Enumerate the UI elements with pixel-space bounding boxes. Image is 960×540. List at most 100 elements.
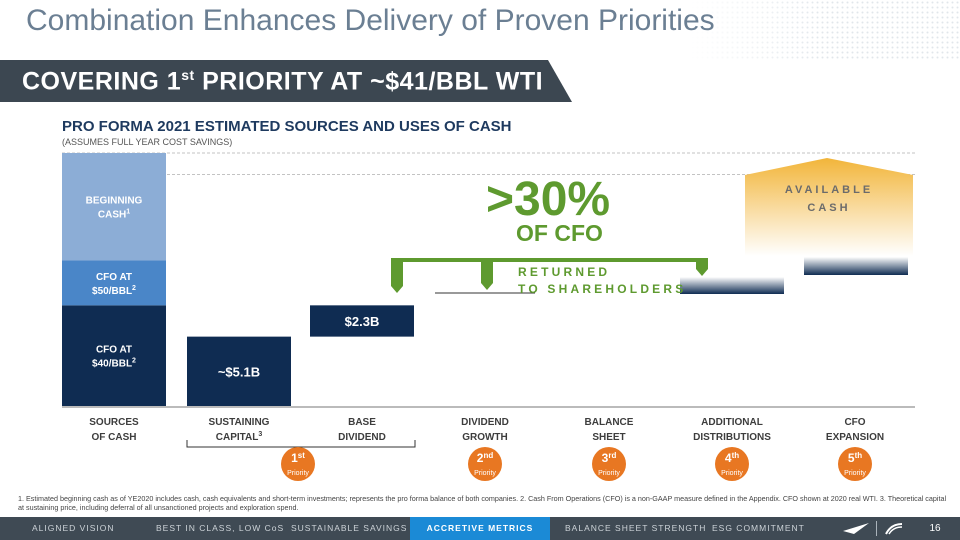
banner-text: COVERING 1	[22, 67, 182, 96]
page-number: 16	[929, 523, 941, 534]
category-sublabel-1-sup: 3	[258, 431, 262, 438]
nav-item-best-in-class[interactable]: BEST IN CLASS, LOW CoS	[156, 523, 285, 533]
priority-sup-1: nd	[483, 451, 493, 460]
available-cash-line2: CASH	[807, 202, 850, 214]
source-segment-sublabel-0-main: $40/BBL	[92, 359, 132, 370]
source-segment-sublabel-0-sup: 2	[132, 358, 136, 365]
category-sublabel-3: GROWTH	[462, 432, 508, 443]
category-label-6: CFO	[844, 417, 865, 428]
returned-arrow-1	[481, 258, 493, 290]
source-segment-sublabel-1-main: $50/BBL	[92, 286, 132, 297]
category-label-4: BALANCE	[585, 417, 634, 428]
callout-percent: >30%	[486, 173, 611, 226]
priority-badge-1	[468, 447, 502, 481]
source-segment-label-0: CFO AT	[96, 345, 132, 356]
source-segment-sublabel-2-sup: 1	[126, 209, 130, 216]
priority-sup-2: rd	[608, 451, 616, 460]
priority-num-0: 1	[291, 451, 298, 465]
banner-sup: st	[181, 67, 195, 83]
source-segment-sublabel-0: $40/BBL2	[92, 358, 136, 370]
priority-sup-3: th	[732, 451, 740, 460]
use-bar-1	[310, 305, 414, 337]
chart-subtitle: (ASSUMES FULL YEAR COST SAVINGS)	[62, 137, 233, 147]
returned-arrow-0	[391, 258, 403, 293]
category-label-1: SUSTAINING	[209, 417, 270, 428]
category-sublabel-5: DISTRIBUTIONS	[693, 432, 771, 443]
use-bar-label-1: $2.3B	[345, 314, 380, 329]
page-title: Combination Enhances Delivery of Proven …	[26, 4, 715, 37]
cfo-expansion-slab	[804, 257, 908, 275]
priority-badge-word-4: Priority	[844, 470, 866, 477]
priority-badge-word-3: Priority	[721, 470, 743, 477]
priority-badge-word-2: Priority	[598, 470, 620, 477]
priority-badge-0	[281, 447, 315, 481]
priority-badge-2	[592, 447, 626, 481]
category-sublabel-4: SHEET	[592, 432, 625, 443]
priority-sup-4: th	[855, 451, 863, 460]
nav-item-accretive-metrics[interactable]: ACCRETIVE METRICS	[410, 517, 550, 540]
banner-heading: COVERING 1st PRIORITY AT ~$41/BBL WTI	[22, 67, 543, 96]
category-sublabel-4-main: SHEET	[592, 432, 625, 443]
source-bar-segment-2	[62, 153, 166, 261]
available-cash-line1: AVAILABLE	[785, 184, 873, 196]
category-label-5: ADDITIONAL	[701, 417, 763, 428]
category-sublabel-1-main: CAPITAL	[216, 432, 259, 443]
source-bar-segment-0	[62, 305, 166, 406]
use-bar-label-0: ~$5.1B	[218, 364, 260, 379]
nav-item-balance-sheet-strength[interactable]: BALANCE SHEET STRENGTH	[565, 523, 707, 533]
category-sublabel-3-main: GROWTH	[462, 432, 508, 443]
priority-badge-number-0: 1st	[291, 451, 305, 465]
category-label-2: BASE	[348, 417, 376, 428]
priority-num-4: 5	[848, 451, 855, 465]
chart-title: PRO FORMA 2021 ESTIMATED SOURCES AND USE…	[62, 118, 512, 135]
priority-badge-number-3: 4th	[725, 451, 739, 465]
category-sublabel-5-main: DISTRIBUTIONS	[693, 432, 771, 443]
category-sublabel-2: DIVIDEND	[338, 432, 386, 443]
source-segment-sublabel-1-sup: 2	[132, 285, 136, 292]
footnote: 1. Estimated beginning cash as of YE2020…	[18, 494, 947, 512]
available-cash-shape	[745, 158, 913, 256]
source-bar-segment-1	[62, 260, 166, 306]
source-segment-sublabel-2-main: CASH	[98, 210, 126, 221]
nav-item-esg-commitment[interactable]: ESG COMMITMENT	[712, 523, 805, 533]
callout-of-cfo: OF CFO	[516, 220, 603, 246]
priority-badge-number-1: 2nd	[477, 451, 494, 465]
title-banner	[0, 60, 572, 102]
category-label-3: DIVIDEND	[461, 417, 509, 428]
category-label-0: SOURCES	[89, 417, 139, 428]
priority-badge-word-1: Priority	[474, 470, 496, 477]
priority-badge-3	[715, 447, 749, 481]
source-segment-label-1: CFO AT	[96, 272, 132, 283]
priority-badge-number-4: 5th	[848, 451, 862, 465]
returned-line1: RETURNED	[518, 265, 611, 279]
callout-returned: RETURNED TO SHAREHOLDERS	[518, 264, 686, 298]
nav-item-aligned-vision[interactable]: ALIGNED VISION	[32, 523, 115, 533]
priority-num-3: 4	[725, 451, 732, 465]
nav-item-sustainable-savings[interactable]: SUSTAINABLE SAVINGS	[291, 523, 408, 533]
banner-rest: PRIORITY AT ~$41/BBL WTI	[194, 67, 544, 96]
category-sublabel-6: EXPANSION	[826, 432, 884, 443]
partner-logo-icon	[885, 523, 903, 535]
priority-badge-word-0: Priority	[287, 470, 309, 477]
priority-sup-0: st	[298, 451, 305, 460]
source-segment-label-2: BEGINNING	[86, 196, 143, 207]
priority-num-2: 3	[602, 451, 609, 465]
category-sublabel-0-main: OF CASH	[92, 432, 137, 443]
source-segment-sublabel-1: $50/BBL2	[92, 285, 136, 297]
nav-separator	[876, 521, 877, 536]
bottom-nav-bar: ALIGNED VISION BEST IN CLASS, LOW CoS SU…	[0, 517, 960, 540]
category-sublabel-6-main: EXPANSION	[826, 432, 884, 443]
category-sublabel-1: CAPITAL3	[216, 431, 263, 443]
returned-line2: TO SHAREHOLDERS	[518, 282, 687, 296]
company-logo-icon	[843, 523, 869, 534]
decorative-dot-pattern	[690, 0, 960, 60]
priority-bracket	[186, 440, 416, 448]
balance-sheet-slab	[680, 277, 784, 294]
category-sublabel-2-main: DIVIDEND	[338, 432, 386, 443]
source-segment-sublabel-2: CASH1	[98, 209, 130, 221]
priority-num-1: 2	[477, 451, 484, 465]
priority-badge-number-2: 3rd	[602, 451, 617, 465]
returned-arrow-2	[696, 258, 708, 276]
use-bar-0	[187, 336, 291, 406]
